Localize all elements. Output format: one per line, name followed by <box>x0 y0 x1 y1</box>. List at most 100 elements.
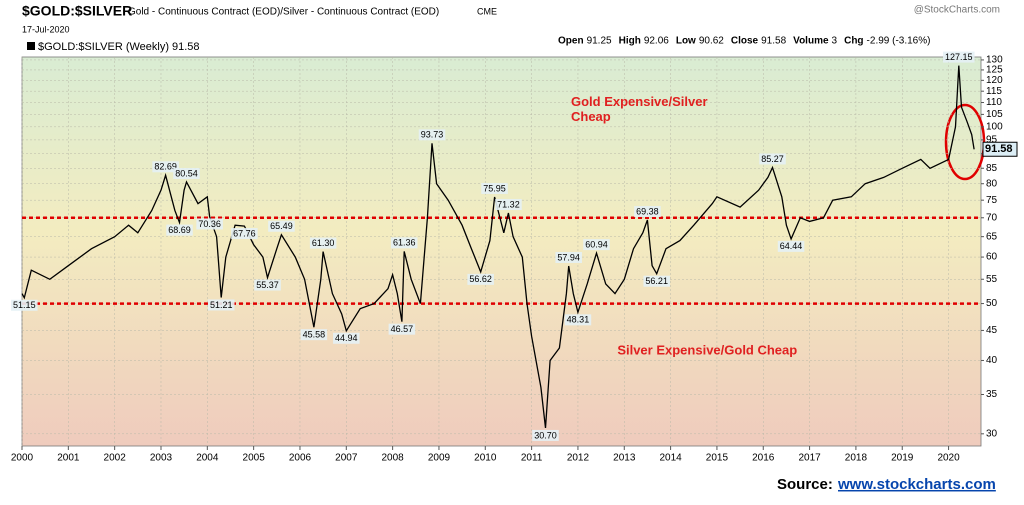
y-tick-label: 130 <box>986 55 1003 66</box>
stat-value: 3 <box>832 36 838 47</box>
header-stats: Open 91.25 High 92.06 Low 90.62 Close 91.58 Volu… <box>558 36 930 47</box>
annotation-label: 61.30 <box>312 238 335 248</box>
annotation-label: 55.37 <box>256 280 279 290</box>
y-tick-label: 105 <box>986 109 1003 120</box>
annotation-bg <box>418 129 446 141</box>
date: 17-Jul-2020 <box>22 24 70 34</box>
x-tick-label: 2019 <box>891 453 914 464</box>
chart-title: $GOLD:$SILVER <box>22 3 132 19</box>
zone-annotation: Cheap <box>571 109 611 124</box>
annotation-label: 48.31 <box>567 315 590 325</box>
x-tick-label: 2009 <box>428 453 451 464</box>
y-tick-label: 85 <box>986 163 998 174</box>
annotation-bg <box>555 251 582 263</box>
x-tick-label: 2011 <box>521 453 543 464</box>
x-tick-label: 2004 <box>196 453 219 464</box>
x-tick-label: 2002 <box>104 453 127 464</box>
stat-value: 91.58 <box>761 36 786 47</box>
annotation-label: 65.49 <box>270 221 293 231</box>
annotation-label: 56.21 <box>645 276 668 286</box>
annotation-bg <box>300 329 328 341</box>
x-tick-label: 2003 <box>150 453 173 464</box>
annotation-bg <box>207 299 235 311</box>
annotation-label: 30.70 <box>534 430 557 440</box>
annotation-bg <box>481 182 508 194</box>
annotation-bg <box>333 332 360 344</box>
exchange: CME <box>477 6 497 16</box>
stat-label: Chg <box>844 36 863 47</box>
annotation-bg <box>196 218 223 230</box>
x-tick-label: 2013 <box>613 453 636 464</box>
annotation-bg <box>388 323 416 335</box>
annotation-bg <box>495 199 522 211</box>
annotation-bg <box>231 228 258 240</box>
zone-annotation: Silver Expensive/Gold Cheap <box>617 343 797 358</box>
annotation-label: 64.44 <box>780 241 803 251</box>
annotation-bg <box>759 153 786 165</box>
annotation-label: 67.76 <box>233 228 256 238</box>
x-tick-label: 2008 <box>382 453 405 464</box>
y-tick-label: 45 <box>986 325 998 336</box>
y-tick-label: 95 <box>986 135 998 146</box>
y-tick-label: 35 <box>986 389 998 400</box>
x-tick-label: 2006 <box>289 453 312 464</box>
plot-area <box>21 56 982 447</box>
annotation-bg <box>268 220 295 232</box>
annotation-label: 69.38 <box>636 206 659 216</box>
x-tick-label: 2014 <box>659 453 682 464</box>
annotation-label: 75.95 <box>483 183 506 193</box>
annotation-label: 45.58 <box>303 330 326 340</box>
stat-label: Volume <box>793 36 829 47</box>
annotation-label: 82.69 <box>154 162 177 172</box>
y-tick-label: 50 <box>986 298 998 309</box>
y-tick-label: 65 <box>986 231 998 242</box>
y-tick-label: 80 <box>986 178 998 189</box>
x-tick-label: 2015 <box>706 453 729 464</box>
annotation-label: 56.62 <box>469 274 492 284</box>
annotation-bg <box>467 273 494 285</box>
annotation-label: 70.36 <box>198 219 221 229</box>
annotation-bg <box>583 239 610 251</box>
annotation-label: 127.15 <box>945 52 973 62</box>
y-tick-label: 110 <box>986 97 1002 108</box>
y-tick-label: 100 <box>986 121 1003 132</box>
y-tick-label: 40 <box>986 355 998 366</box>
annotation-label: 60.94 <box>585 239 608 249</box>
annotation-bg <box>173 168 200 180</box>
annotation-bg <box>11 299 38 311</box>
last-value: 91.58 <box>985 143 1013 155</box>
annotation-label: 71.32 <box>497 199 520 209</box>
stat-label: Open <box>558 36 584 47</box>
zone-annotation: Gold Expensive/Silver <box>571 94 708 109</box>
stat-value: 90.62 <box>699 36 724 47</box>
annotation-label: 93.73 <box>421 130 444 140</box>
annotation-bg <box>309 237 337 249</box>
x-tick-label: 2000 <box>11 453 34 464</box>
y-tick-label: 55 <box>986 274 998 285</box>
subtitle: Gold - Continuous Contract (EOD)/Silver … <box>128 7 439 18</box>
annotation-label: 44.94 <box>335 333 358 343</box>
annotation-label: 85.27 <box>761 154 784 164</box>
x-tick-label: 2018 <box>845 453 868 464</box>
annotation-bg <box>152 161 179 173</box>
annotation-bg <box>254 279 281 291</box>
annotation-bg <box>634 206 661 218</box>
annotation-label: 51.15 <box>13 300 36 310</box>
annotation-label: 46.57 <box>391 324 414 334</box>
stat-value: 91.25 <box>587 36 612 47</box>
annotation-label: 68.69 <box>168 225 191 235</box>
source-link[interactable]: www.stockcharts.com <box>837 476 996 493</box>
stat-label: High <box>619 36 641 47</box>
annotation-label: 51.21 <box>210 300 233 310</box>
legend-swatch <box>27 42 35 50</box>
x-tick-label: 2016 <box>752 453 775 464</box>
x-tick-label: 2010 <box>474 453 497 464</box>
x-tick-label: 2007 <box>335 453 358 464</box>
x-tick-label: 2001 <box>57 453 80 464</box>
price-line <box>21 65 975 428</box>
annotation-bg <box>166 224 193 236</box>
x-tick-label: 2017 <box>798 453 821 464</box>
annotation-label: 57.94 <box>557 252 580 262</box>
annotation-bg <box>532 429 559 441</box>
